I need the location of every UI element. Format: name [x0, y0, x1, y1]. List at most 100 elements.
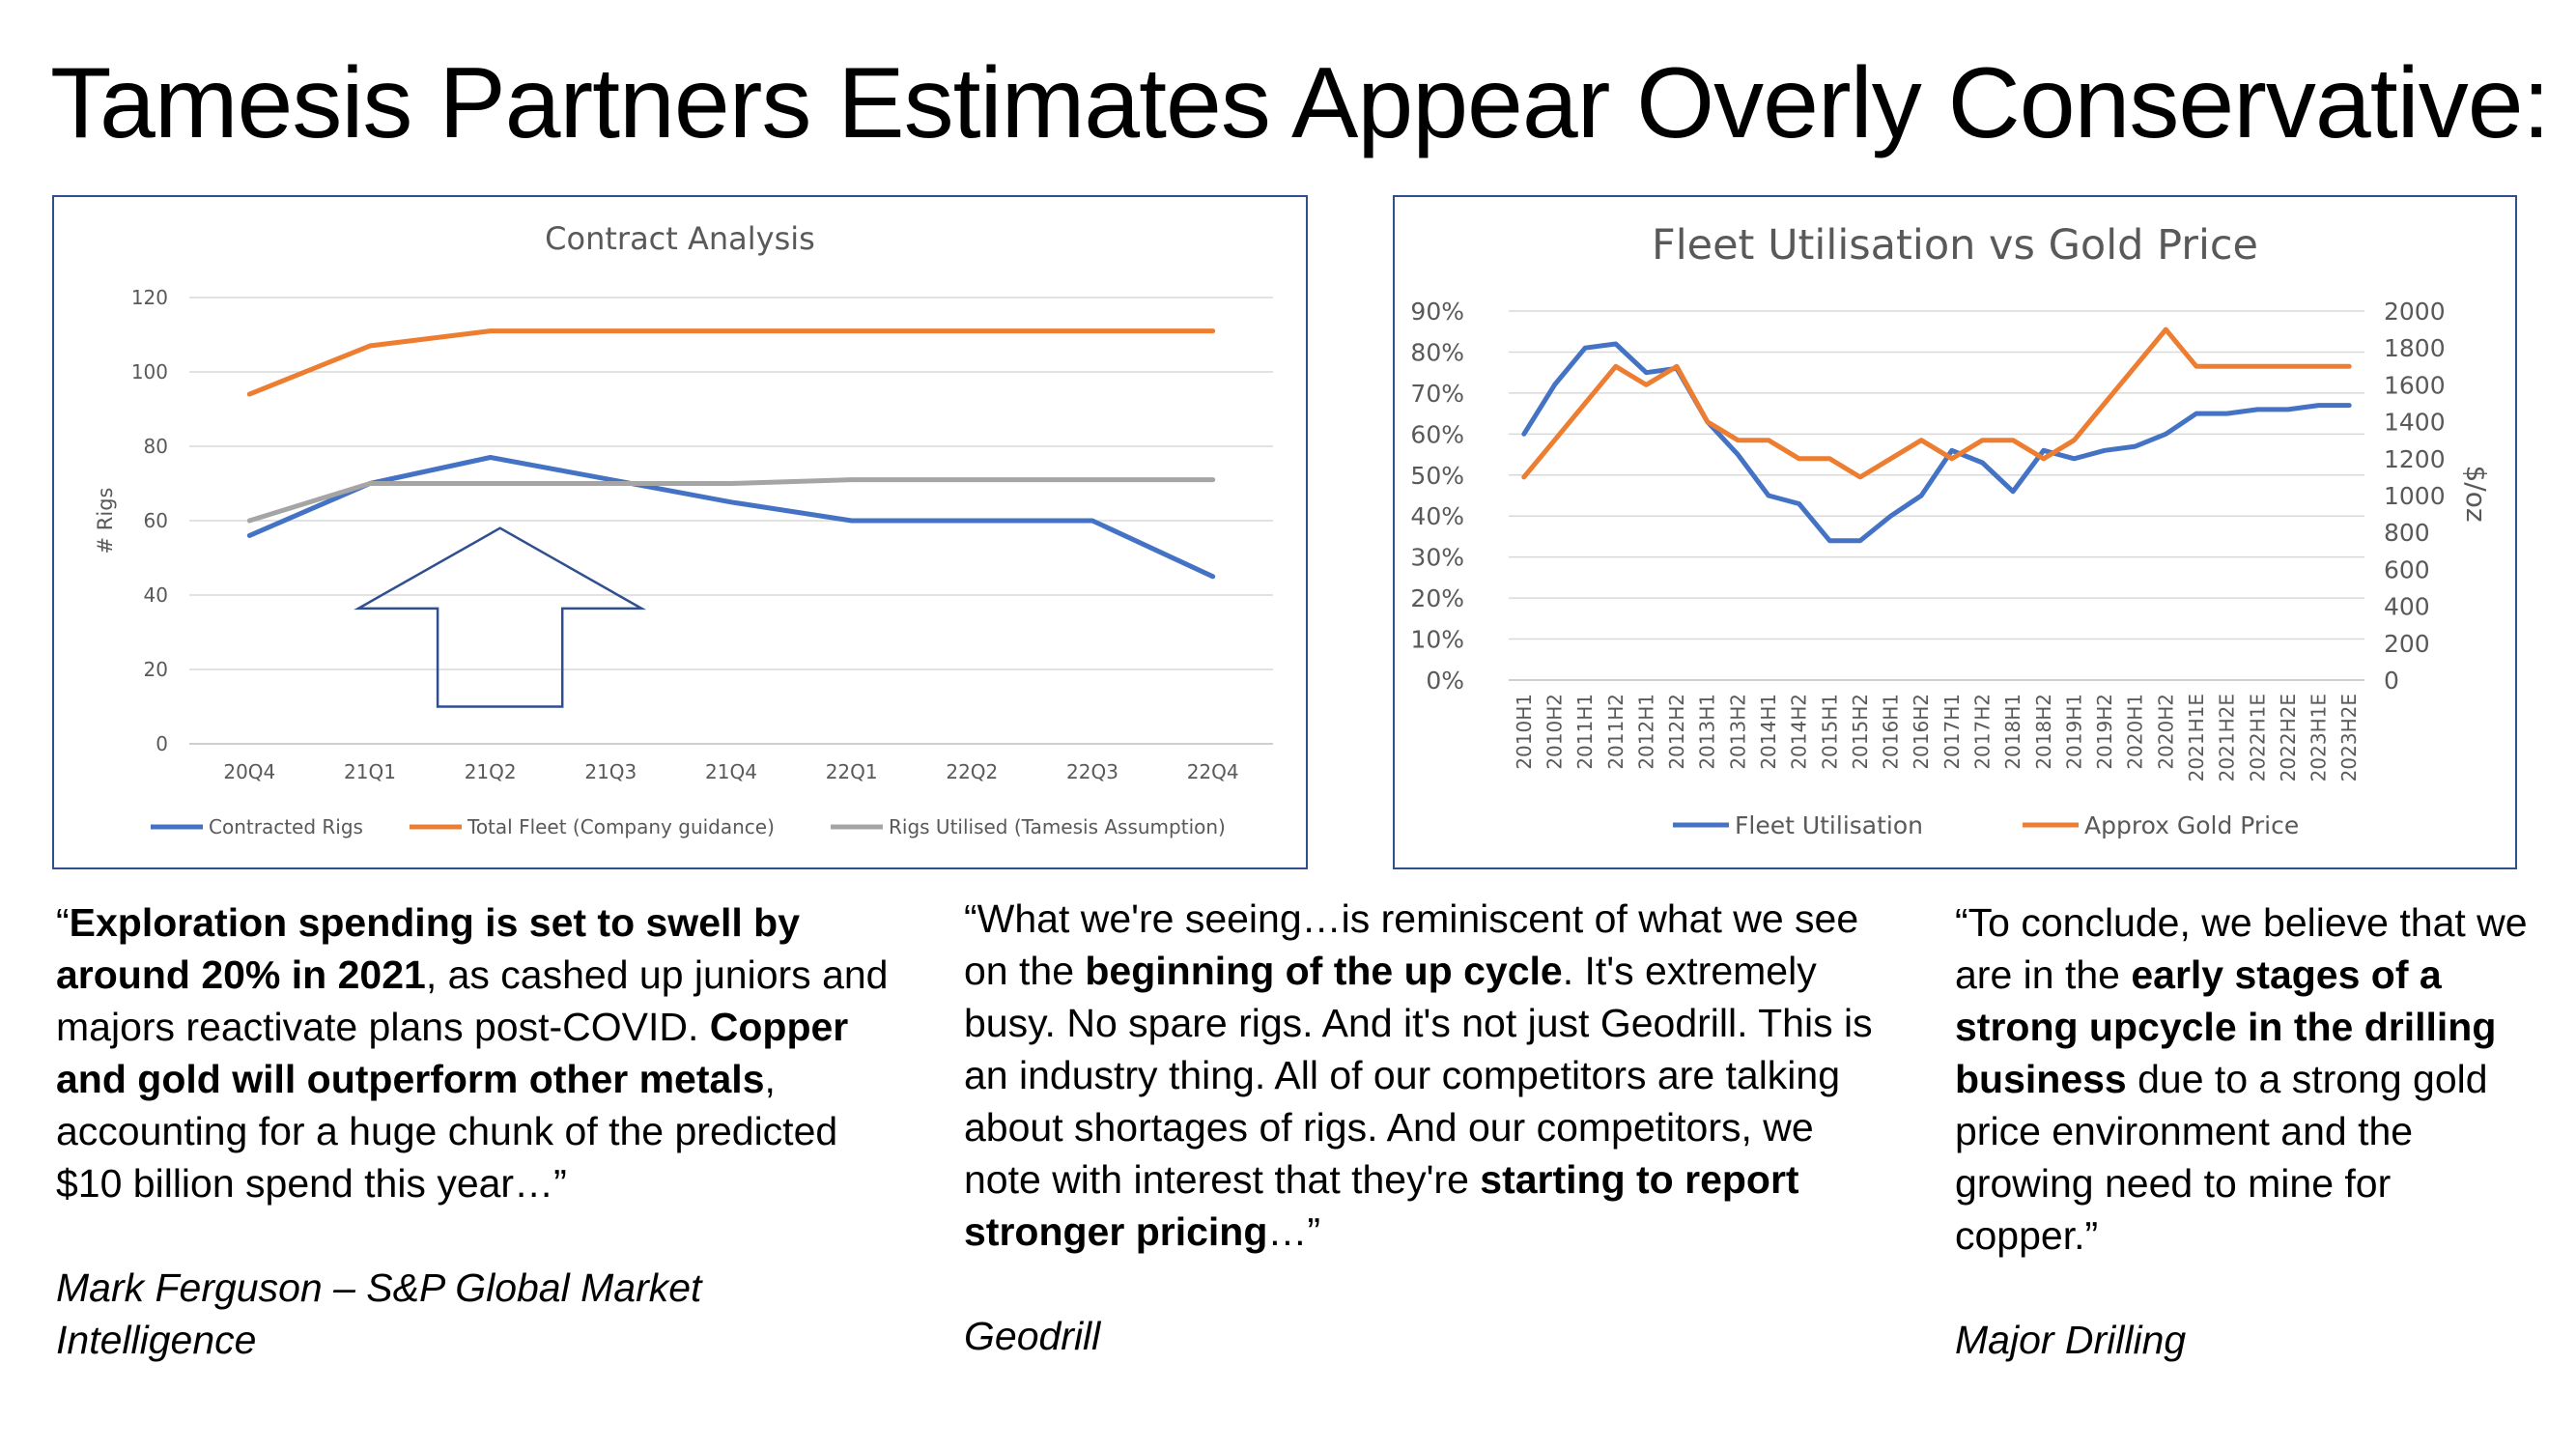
quote-segment: “ [56, 900, 70, 945]
quote-segment: …” [1267, 1209, 1321, 1254]
up-arrow-annotation [354, 526, 647, 708]
legend-label-1: Fleet Utilisation [1735, 811, 1923, 839]
x-tick-label: 21Q3 [584, 760, 637, 783]
y-tick-label: 40 [144, 583, 168, 607]
y-tick-label: 60% [1410, 420, 1464, 448]
x-tick-label: 2022H1E [2246, 694, 2269, 781]
y-tick-label: 20 [144, 658, 168, 681]
x-tick-label: 2018H2 [2032, 694, 2055, 770]
quote-segment: . It's extremely busy. No spare rigs. An… [964, 949, 1873, 1202]
y-tick-label: 90% [1410, 298, 1464, 326]
x-tick-label: 2012H2 [1665, 694, 1688, 770]
y-axis-label: # Rigs [94, 488, 117, 554]
y-tick-label: 50% [1410, 462, 1464, 490]
quote-segment: “To conclude, we believe that we are in … [1955, 900, 2528, 997]
series-line-1 [246, 455, 1216, 580]
y2-tick-label: 2000 [2384, 298, 2446, 326]
quote-segment: “What we're seeing…is reminiscent of wha… [964, 896, 1859, 993]
y-tick-label: 30% [1410, 544, 1464, 572]
x-tick-label: 2021H1E [2185, 694, 2208, 781]
quote-emphasis: beginning of the up cycle [1085, 949, 1563, 993]
slide-title: Tamesis Partners Estimates Appear Overly… [50, 47, 2550, 159]
legend-label-3: Rigs Utilised (Tamesis Assumption) [889, 815, 1226, 838]
series-line-2 [246, 328, 1216, 397]
x-tick-label: 2018H1 [2001, 694, 2024, 770]
x-tick-label: 21Q4 [705, 760, 757, 783]
quote-emphasis: starting to report stronger pricing [964, 1157, 1799, 1254]
fleet-utilisation-svg: Fleet Utilisation vs Gold Price 0% 10% 20% 3… [1410, 221, 2492, 839]
y-tick-label: 80 [144, 435, 168, 458]
y2-tick-label: 1400 [2384, 409, 2446, 437]
quote-geodrill: “What we're seeing…is reminiscent of wha… [964, 893, 1891, 1362]
y2-tick-label: 1800 [2384, 334, 2446, 362]
quote-emphasis: early stages of a strong upcycle in the … [1955, 952, 2497, 1101]
x-tick-label: 2012H1 [1634, 694, 1657, 770]
x-tick-label: 22Q4 [1187, 760, 1239, 783]
quote-text: “What we're seeing…is reminiscent of wha… [964, 893, 1891, 1258]
y2-tick-label: 1600 [2384, 371, 2446, 399]
y-tick-label: 0 [156, 732, 168, 755]
quote-attribution: Geodrill [964, 1314, 1101, 1358]
quote-text: “Exploration spending is set to swell by… [56, 896, 906, 1209]
y-tick-label: 20% [1410, 584, 1464, 612]
x-tick-label: 2019H1 [2062, 694, 2085, 770]
y-tick-label: 70% [1410, 380, 1464, 408]
x-tick-label: 2023H2E [2337, 694, 2361, 781]
quote-major-drilling: “To conclude, we believe that we are in … [1955, 896, 2534, 1366]
series-line-2 [1521, 327, 2352, 480]
x-tick-label: 21Q1 [344, 760, 396, 783]
quote-segment: , accounting for a huge chunk of the pre… [56, 1057, 838, 1206]
x-tick-label: 2010H2 [1543, 694, 1567, 770]
x-tick-label: 2019H2 [2093, 694, 2116, 770]
x-tick-label: 2013H2 [1726, 694, 1749, 770]
series-line-3 [246, 477, 1216, 524]
quote-attribution: Major Drilling [1955, 1318, 2187, 1362]
y-tick-label: 60 [144, 509, 168, 532]
quote-segment: , as cashed up juniors and majors reacti… [56, 952, 889, 1049]
x-tick-label: 2011H1 [1573, 694, 1597, 770]
x-tick-label: 2023H1E [2307, 694, 2331, 781]
quote-attribution: Mark Ferguson – S&P Global Market Intell… [56, 1265, 702, 1362]
x-tick-label: 2015H1 [1818, 694, 1841, 770]
y-tick-label: 80% [1410, 338, 1464, 366]
x-tick-label: 2020H2 [2154, 694, 2177, 770]
y2-tick-label: 1000 [2384, 482, 2446, 510]
legend-label-2: Approx Gold Price [2084, 811, 2299, 839]
y2-tick-label: 1200 [2384, 445, 2446, 473]
y-tick-label: 0% [1426, 667, 1464, 695]
quote-emphasis: Copper and gold will outperform other me… [56, 1005, 849, 1101]
x-tick-label: 22Q2 [946, 760, 998, 783]
x-tick-label: 2013H1 [1696, 694, 1719, 770]
x-tick-label: 2014H1 [1757, 694, 1780, 770]
y2-tick-label: 0 [2384, 667, 2399, 695]
y2-tick-label: 600 [2384, 555, 2430, 583]
quote-exploration-spending: “Exploration spending is set to swell by… [56, 896, 906, 1366]
contract-analysis-chart: Contract Analysis 0 20 40 60 80 100 120 # Rigs 20… [52, 195, 1308, 869]
y2-tick-label: 800 [2384, 519, 2430, 547]
y-tick-label: 120 [131, 286, 168, 309]
x-tick-label: 2017H2 [1971, 694, 1995, 770]
x-tick-label: 2022H2E [2277, 694, 2300, 781]
chart-title: Fleet Utilisation vs Gold Price [1652, 221, 2258, 270]
series-line-1 [1521, 341, 2352, 544]
y-tick-label: 100 [131, 360, 168, 384]
legend-label-2: Total Fleet (Company guidance) [467, 815, 775, 838]
x-tick-label: 2017H1 [1940, 694, 1964, 770]
contract-analysis-svg: Contract Analysis 0 20 40 60 80 100 120 # Rigs 20… [94, 220, 1273, 838]
quote-text: “To conclude, we believe that we are in … [1955, 896, 2534, 1262]
y-tick-label: 10% [1410, 626, 1464, 654]
y2-tick-label: 200 [2384, 630, 2430, 658]
x-tick-label: 2020H1 [2124, 694, 2147, 770]
x-tick-label: 2015H2 [1849, 694, 1872, 770]
x-tick-label: 2010H1 [1513, 694, 1536, 770]
quote-segment: due to a strong gold price environment a… [1955, 1057, 2488, 1258]
y-tick-label: 40% [1410, 502, 1464, 530]
x-tick-label: 22Q3 [1066, 760, 1118, 783]
fleet-utilisation-chart: Fleet Utilisation vs Gold Price 0% 10% 20% 3… [1393, 195, 2517, 869]
chart-title: Contract Analysis [545, 220, 815, 257]
y2-axis-label: $/oz [2460, 465, 2492, 522]
x-tick-label: 20Q4 [223, 760, 275, 783]
x-tick-label: 2021H2E [2216, 694, 2239, 781]
x-tick-label: 2016H2 [1910, 694, 1933, 770]
x-tick-label: 22Q1 [826, 760, 878, 783]
